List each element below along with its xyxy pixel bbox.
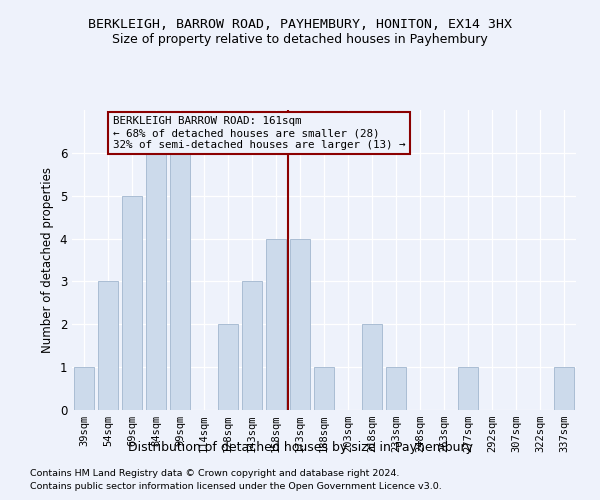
Bar [122,196,142,410]
Bar [266,238,286,410]
Text: Size of property relative to detached houses in Payhembury: Size of property relative to detached ho… [112,32,488,46]
Text: Contains HM Land Registry data © Crown copyright and database right 2024.: Contains HM Land Registry data © Crown c… [30,468,400,477]
Bar [458,367,478,410]
Bar [98,282,118,410]
Bar [554,367,574,410]
Text: Contains public sector information licensed under the Open Government Licence v3: Contains public sector information licen… [30,482,442,491]
Bar [242,282,262,410]
Bar [386,367,406,410]
Bar [170,153,190,410]
Bar [146,153,166,410]
Bar [362,324,382,410]
Bar [290,238,310,410]
Y-axis label: Number of detached properties: Number of detached properties [41,167,54,353]
Bar [74,367,94,410]
Text: BERKLEIGH, BARROW ROAD, PAYHEMBURY, HONITON, EX14 3HX: BERKLEIGH, BARROW ROAD, PAYHEMBURY, HONI… [88,18,512,30]
Bar [218,324,238,410]
Text: Distribution of detached houses by size in Payhembury: Distribution of detached houses by size … [128,441,473,454]
Bar [314,367,334,410]
Text: BERKLEIGH BARROW ROAD: 161sqm
← 68% of detached houses are smaller (28)
32% of s: BERKLEIGH BARROW ROAD: 161sqm ← 68% of d… [113,116,406,150]
